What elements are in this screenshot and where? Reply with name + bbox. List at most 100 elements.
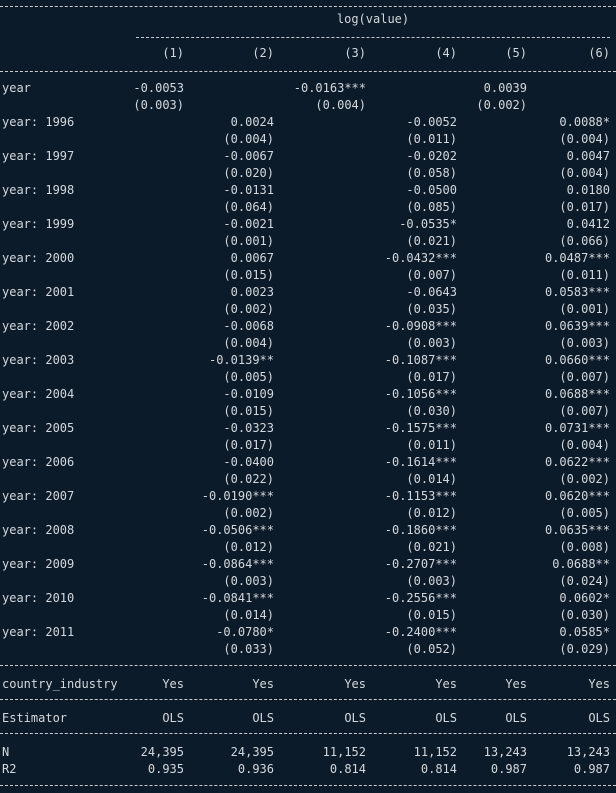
column-header: (1) xyxy=(162,46,184,60)
fe-value: Yes xyxy=(344,677,366,691)
standard-error: (0.007) xyxy=(559,370,610,384)
row-label: year: 2006 xyxy=(2,455,75,469)
coefficient: -0.0021 xyxy=(223,217,274,231)
coefficient: 0.0731*** xyxy=(544,421,610,435)
coefficient: -0.0163*** xyxy=(293,81,366,95)
coefficient: -0.0190*** xyxy=(201,489,274,503)
stat-value: 24,395 xyxy=(230,745,274,759)
standard-error: (0.004) xyxy=(559,166,610,180)
coefficient: -0.2400*** xyxy=(384,625,457,639)
standard-error: (0.004) xyxy=(223,336,274,350)
coefficient: 0.0180 xyxy=(566,183,610,197)
row-label: year: 2007 xyxy=(2,489,75,503)
coefficient: -0.0908*** xyxy=(384,319,457,333)
fe-value: Yes xyxy=(252,677,274,691)
standard-error: (0.033) xyxy=(223,642,274,656)
dependent-variable-header: log(value) xyxy=(336,12,410,26)
row-label: year: 2000 xyxy=(2,251,75,265)
rule-before-fe xyxy=(0,665,616,666)
coefficient: -0.2556*** xyxy=(384,591,457,605)
coefficient: -0.1614*** xyxy=(384,455,457,469)
standard-error: (0.085) xyxy=(406,200,457,214)
coefficient: -0.0535* xyxy=(399,217,457,231)
fe-value: Yes xyxy=(435,677,457,691)
standard-error: (0.017) xyxy=(559,200,610,214)
coefficient: -0.0109 xyxy=(223,387,274,401)
stat-value: 11,152 xyxy=(322,745,366,759)
standard-error: (0.066) xyxy=(559,234,610,248)
standard-error: (0.011) xyxy=(559,268,610,282)
rule-top xyxy=(0,6,616,7)
standard-error: (0.030) xyxy=(406,404,457,418)
coefficient: 0.0023 xyxy=(230,285,274,299)
coefficient: 0.0412 xyxy=(566,217,610,231)
coefficient: -0.0068 xyxy=(223,319,274,333)
stat-value: 24,395 xyxy=(140,745,184,759)
coefficient: -0.0500 xyxy=(406,183,457,197)
coefficient: 0.0039 xyxy=(483,81,527,95)
stat-value: 13,243 xyxy=(483,745,527,759)
row-label: year: 2009 xyxy=(2,557,75,571)
rule-under-depvar xyxy=(136,37,610,38)
standard-error: (0.012) xyxy=(406,506,457,520)
standard-error: (0.003) xyxy=(406,336,457,350)
coefficient: 0.0688*** xyxy=(544,387,610,401)
coefficient: -0.0139** xyxy=(208,353,274,367)
standard-error: (0.008) xyxy=(559,540,610,554)
standard-error: (0.022) xyxy=(223,472,274,486)
coefficient: -0.1087*** xyxy=(384,353,457,367)
coefficient: 0.0487*** xyxy=(544,251,610,265)
coefficient: 0.0602* xyxy=(559,591,610,605)
standard-error: (0.020) xyxy=(223,166,274,180)
row-label: year: 1996 xyxy=(2,115,75,129)
standard-error: (0.005) xyxy=(559,506,610,520)
coefficient: 0.0688** xyxy=(552,557,610,571)
coefficient: -0.2707*** xyxy=(384,557,457,571)
standard-error: (0.035) xyxy=(406,302,457,316)
standard-error: (0.029) xyxy=(559,642,610,656)
standard-error: (0.001) xyxy=(559,302,610,316)
standard-error: (0.002) xyxy=(223,302,274,316)
row-label: year: 2010 xyxy=(2,591,75,605)
coefficient: -0.1153*** xyxy=(384,489,457,503)
coefficient: -0.0053 xyxy=(133,81,184,95)
standard-error: (0.052) xyxy=(406,642,457,656)
standard-error: (0.003) xyxy=(559,336,610,350)
rule-bottom xyxy=(0,785,616,786)
coefficient: 0.0067 xyxy=(230,251,274,265)
estimator-value: OLS xyxy=(588,711,610,725)
rule-before-estimator xyxy=(0,699,616,700)
fe-value: Yes xyxy=(588,677,610,691)
column-header: (6) xyxy=(588,46,610,60)
estimator-value: OLS xyxy=(162,711,184,725)
standard-error: (0.005) xyxy=(223,370,274,384)
row-label: year: 2002 xyxy=(2,319,75,333)
estimator-label: Estimator xyxy=(2,711,68,725)
coefficient: -0.0202 xyxy=(406,149,457,163)
coefficient: -0.0841*** xyxy=(201,591,274,605)
coefficient: 0.0620*** xyxy=(544,489,610,503)
coefficient: 0.0583*** xyxy=(544,285,610,299)
coefficient: -0.1860*** xyxy=(384,523,457,537)
standard-error: (0.064) xyxy=(223,200,274,214)
fe-label: country_industry xyxy=(2,677,118,691)
standard-error: (0.030) xyxy=(559,608,610,622)
standard-error: (0.017) xyxy=(223,438,274,452)
coefficient: 0.0622*** xyxy=(544,455,610,469)
rule-under-headers xyxy=(0,71,616,72)
standard-error: (0.015) xyxy=(223,268,274,282)
standard-error: (0.003) xyxy=(406,574,457,588)
stat-value: 0.935 xyxy=(147,762,184,776)
coefficient: 0.0639*** xyxy=(544,319,610,333)
coefficient: -0.0323 xyxy=(223,421,274,435)
standard-error: (0.003) xyxy=(133,98,184,112)
standard-error: (0.015) xyxy=(406,608,457,622)
coefficient: -0.1575*** xyxy=(384,421,457,435)
stat-value: 0.936 xyxy=(237,762,274,776)
coefficient: -0.0432*** xyxy=(384,251,457,265)
standard-error: (0.002) xyxy=(559,472,610,486)
coefficient: 0.0024 xyxy=(230,115,274,129)
column-header: (2) xyxy=(252,46,274,60)
row-label: year: 2001 xyxy=(2,285,75,299)
row-label: year: 1999 xyxy=(2,217,75,231)
